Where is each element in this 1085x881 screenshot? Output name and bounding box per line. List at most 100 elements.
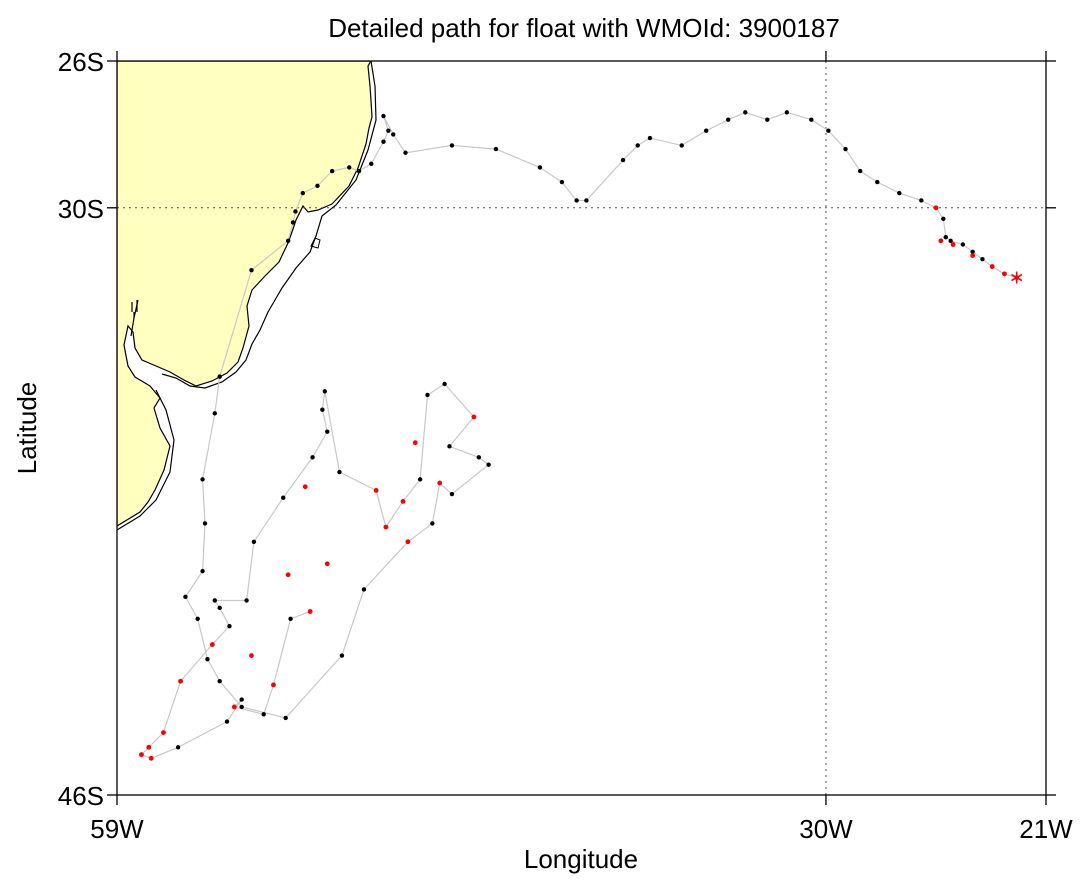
highlighted-point xyxy=(970,253,976,258)
track-point xyxy=(447,444,452,449)
track-point xyxy=(537,165,543,170)
track-point xyxy=(425,392,430,398)
track-point xyxy=(765,117,770,122)
x-tick-label-59w: 59W xyxy=(90,814,144,844)
track-point xyxy=(703,128,709,133)
highlighted-point xyxy=(400,499,406,504)
highlighted-point xyxy=(139,752,144,758)
track-point xyxy=(403,150,408,155)
track-point xyxy=(288,616,293,622)
highlighted-point xyxy=(271,682,276,688)
track-point xyxy=(960,242,966,247)
highlighted-point xyxy=(405,539,411,545)
track-point xyxy=(843,146,848,152)
track-point xyxy=(290,220,296,225)
track-point xyxy=(281,495,286,500)
x-tick-label-30w: 30W xyxy=(799,814,853,844)
y-axis-label: Latitude xyxy=(12,382,42,475)
track-point xyxy=(217,374,222,379)
track-point xyxy=(620,157,626,163)
track-point xyxy=(325,429,330,434)
x-axis-label: Longitude xyxy=(524,844,638,874)
highlighted-point xyxy=(933,205,939,211)
highlighted-point xyxy=(938,238,944,244)
y-tick-label-26s: 26S xyxy=(58,47,104,77)
track-point xyxy=(175,745,181,750)
track-point xyxy=(320,407,325,412)
track-point xyxy=(310,455,315,460)
track-point xyxy=(239,697,244,702)
track-point xyxy=(183,594,188,600)
track-point xyxy=(251,539,257,544)
track-point xyxy=(202,521,208,526)
track-point xyxy=(356,168,362,174)
track-point xyxy=(559,179,565,185)
highlighted-point xyxy=(161,730,166,736)
axis-ticks xyxy=(107,51,1056,805)
track-point xyxy=(200,568,205,574)
y-tick-label-30s: 30S xyxy=(58,194,104,224)
highlighted-point xyxy=(307,609,313,614)
highlighted-point xyxy=(148,755,154,761)
small-islands xyxy=(131,300,138,318)
chart-title: Detailed path for float with WMOId: 3900… xyxy=(328,13,840,43)
track-point xyxy=(347,165,352,170)
track-point xyxy=(743,110,748,115)
track-point xyxy=(391,132,396,137)
highlighted-point xyxy=(412,440,418,446)
track-point xyxy=(217,605,222,611)
track-point xyxy=(574,198,579,203)
track-point xyxy=(980,256,985,262)
highlighted-point xyxy=(209,642,215,647)
track-point xyxy=(941,216,946,222)
track-point xyxy=(361,587,367,592)
track-point xyxy=(897,190,902,196)
x-tick-label-21w: 21W xyxy=(1019,814,1073,844)
asterisk-stroke xyxy=(1011,273,1023,282)
track-point xyxy=(337,469,342,475)
track-point xyxy=(449,143,455,148)
last-position-asterisk xyxy=(1011,271,1023,284)
track-point xyxy=(486,462,491,467)
highlighted-point xyxy=(373,487,379,493)
track-point xyxy=(442,381,447,387)
track-point xyxy=(943,234,948,240)
track-point xyxy=(809,117,814,122)
track-point xyxy=(227,623,232,629)
track-point xyxy=(381,113,386,119)
track-point xyxy=(584,198,589,203)
track-point xyxy=(249,267,254,273)
track-point xyxy=(635,143,640,148)
track-point xyxy=(315,183,320,188)
track-point xyxy=(875,179,880,185)
track-point xyxy=(200,477,205,482)
highlighted-point xyxy=(471,414,477,420)
track-point xyxy=(679,143,684,148)
highlighted-point xyxy=(178,678,183,684)
highlighted-point xyxy=(302,484,308,490)
track-point xyxy=(329,168,335,174)
track-point xyxy=(283,715,288,721)
track-point xyxy=(224,719,230,724)
highlighted-point xyxy=(383,524,389,530)
track-point xyxy=(826,128,831,133)
track-point xyxy=(386,128,391,133)
highlighted-point xyxy=(146,744,152,750)
track-point xyxy=(476,455,482,460)
track-point xyxy=(293,209,298,214)
track-point xyxy=(322,389,328,394)
plot-frame xyxy=(116,60,1047,796)
highlighted-point xyxy=(249,653,254,658)
track-point xyxy=(948,238,953,244)
track-point xyxy=(919,198,924,203)
highlighted-point xyxy=(1002,271,1007,277)
track-point xyxy=(239,704,244,710)
track-point xyxy=(212,411,217,416)
track-point xyxy=(244,598,249,603)
highlighted-point xyxy=(437,480,443,486)
track-point xyxy=(300,190,305,196)
highlighted-point xyxy=(950,242,956,247)
highlighted-point xyxy=(324,561,330,567)
highlighted-point xyxy=(231,704,237,710)
